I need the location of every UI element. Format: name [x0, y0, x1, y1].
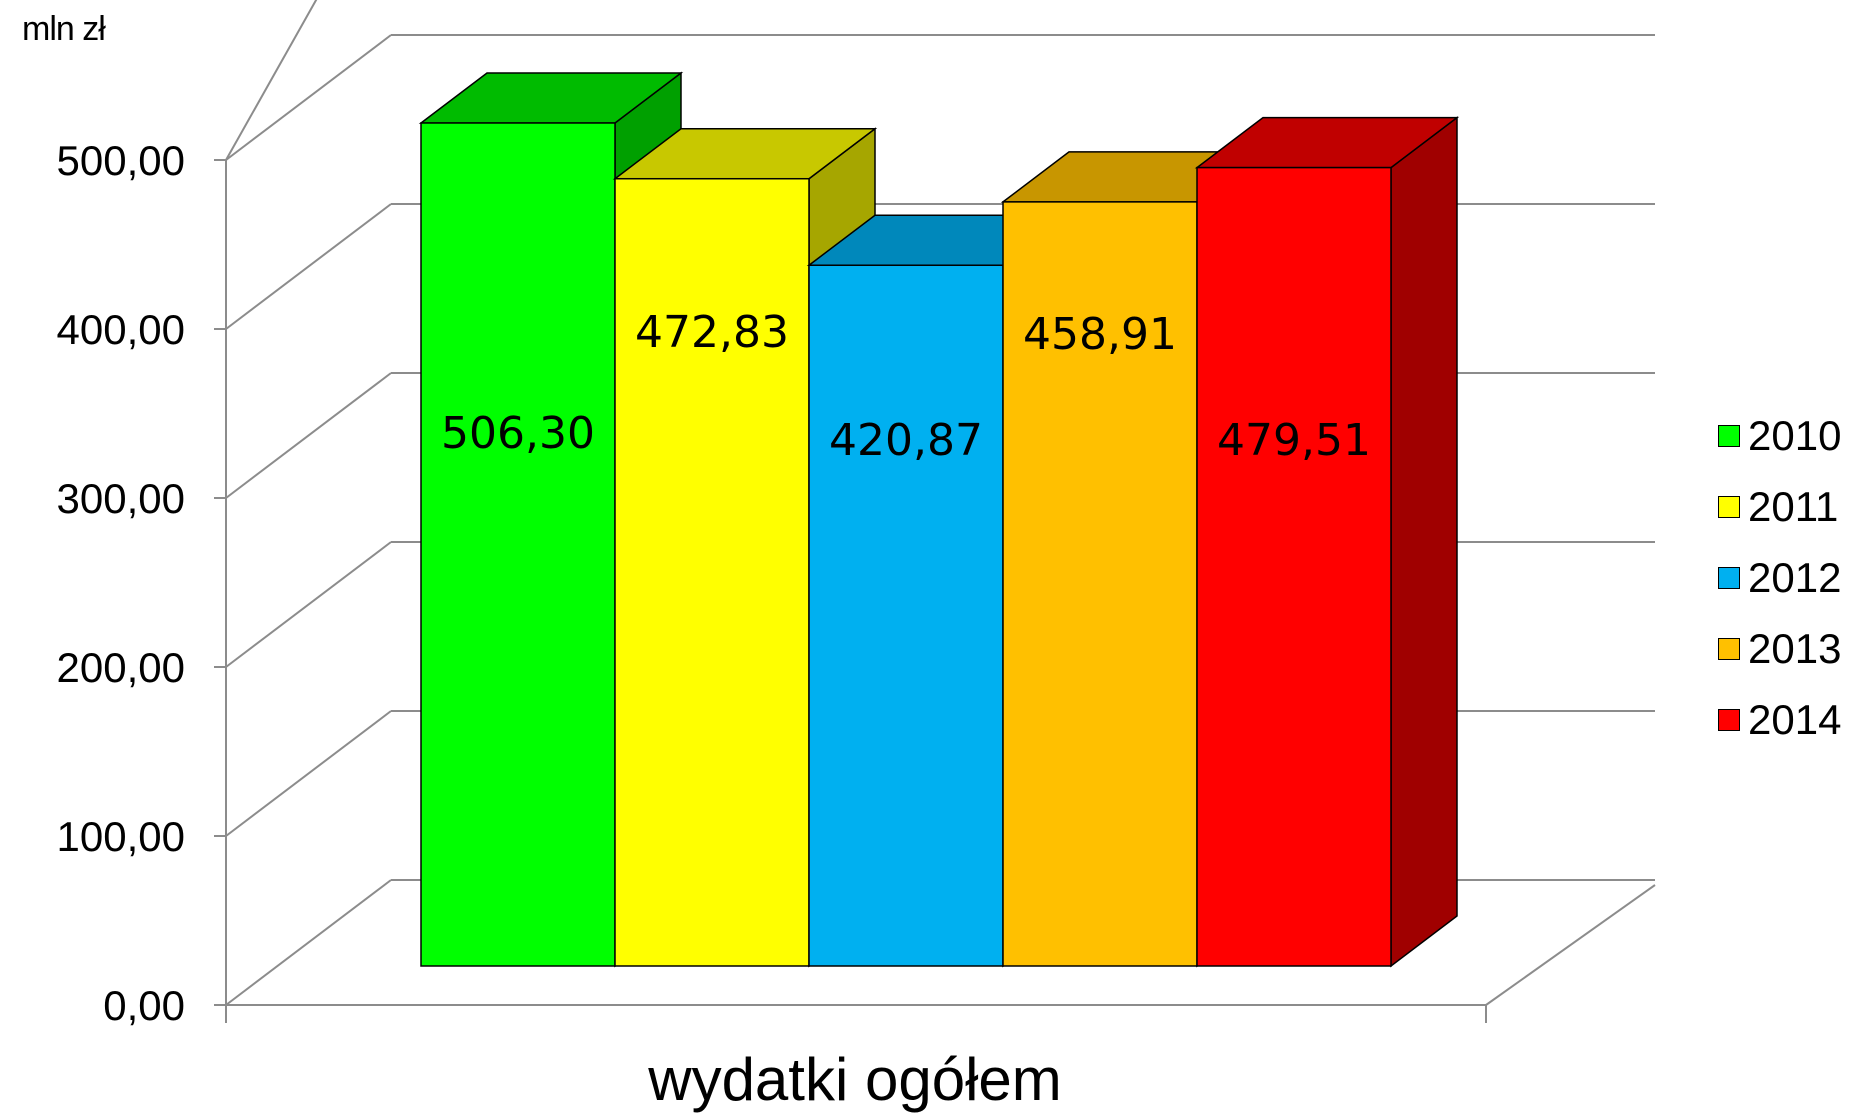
- bars: [418, 71, 1460, 968]
- gridline-side: [225, 541, 392, 668]
- legend-swatch: [1718, 495, 1740, 518]
- y-tick-label: 500,00: [57, 137, 185, 184]
- y-tick-label: 400,00: [57, 306, 185, 353]
- data-label-2010: 506,30: [441, 408, 595, 459]
- gridline-side: [225, 372, 392, 499]
- legend-item-2011: 2011: [1718, 471, 1841, 542]
- legend-label: 2013: [1748, 624, 1842, 672]
- gridline-side: [225, 710, 392, 837]
- legend-label: 2011: [1748, 482, 1839, 530]
- legend-label: 2010: [1748, 411, 1842, 459]
- bar-front: [808, 264, 1004, 967]
- data-label-2012: 420,87: [829, 415, 983, 466]
- gridline-side: [225, 34, 392, 161]
- legend-item-2014: 2014: [1718, 684, 1841, 755]
- data-label-2014: 479,51: [1217, 415, 1371, 466]
- legend-label: 2012: [1748, 553, 1842, 601]
- y-tick-label: 300,00: [57, 475, 185, 522]
- bar-front: [614, 177, 810, 967]
- bar-front: [420, 122, 616, 967]
- legend: 2010 2011 2012 2013 2014: [1718, 400, 1841, 755]
- legend-swatch: [1718, 637, 1740, 660]
- y-tick-label: 100,00: [57, 813, 185, 860]
- y-axis-ticks: 0,00 100,00 200,00 300,00 400,00 500,00: [57, 137, 226, 1029]
- legend-item-2013: 2013: [1718, 613, 1841, 684]
- legend-label: 2014: [1748, 695, 1842, 743]
- gridline-side: [225, 879, 392, 1006]
- y-unit-label: mln zł: [22, 10, 106, 48]
- y-tick-label: 200,00: [57, 644, 185, 691]
- data-label-2013: 458,91: [1023, 309, 1177, 360]
- data-labels: 506,30 472,83 420,87 458,91 479,51: [441, 307, 1371, 466]
- gridline-side: [225, 0, 318, 161]
- bar-side: [1390, 116, 1458, 968]
- legend-item-2010: 2010: [1718, 400, 1841, 471]
- floor-right-edge: [1485, 884, 1656, 1006]
- bar-front: [1196, 166, 1392, 967]
- bar-2014: [1194, 116, 1460, 968]
- y-tick-label: 0,00: [103, 982, 185, 1029]
- legend-swatch: [1718, 708, 1740, 731]
- legend-item-2012: 2012: [1718, 542, 1841, 613]
- data-label-2011: 472,83: [635, 307, 789, 358]
- legend-swatch: [1718, 566, 1740, 589]
- legend-swatch: [1718, 424, 1740, 447]
- gridline-side: [225, 203, 392, 330]
- x-axis-title: wydatki ogółem: [647, 1046, 1062, 1113]
- bar-front: [1002, 201, 1198, 967]
